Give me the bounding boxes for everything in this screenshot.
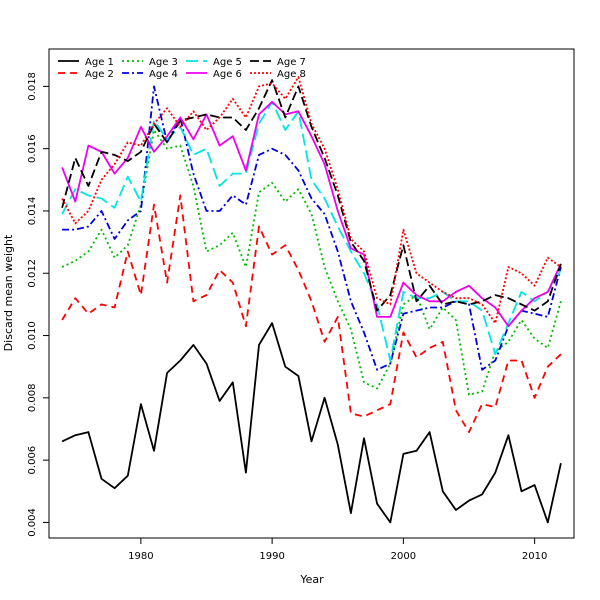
y-tick-label: 0.012 — [27, 259, 38, 288]
legend-label-age-5: Age 5 — [213, 57, 242, 68]
series-layer — [61, 76, 562, 524]
legend-label-age-3: Age 3 — [149, 57, 178, 68]
y-tick-label: 0.010 — [27, 321, 38, 350]
y-axis-label: Discard mean weight — [2, 234, 15, 351]
x-axis: 1980 1990 2000 2010 — [128, 538, 547, 562]
y-tick-label: 0.016 — [27, 134, 38, 163]
series-line-age-4 — [62, 85, 562, 371]
y-tick-label: 0.018 — [27, 72, 38, 101]
legend-label-age-6: Age 6 — [213, 69, 242, 80]
y-tick-label: 0.006 — [27, 446, 38, 475]
series-line-age-2 — [61, 194, 562, 434]
x-tick-label: 2010 — [522, 551, 547, 562]
x-tick-label: 1990 — [259, 551, 284, 562]
y-tick-label: 0.004 — [27, 508, 38, 537]
legend-label-age-2: Age 2 — [85, 69, 114, 80]
legend-label-age-1: Age 1 — [85, 57, 114, 68]
y-tick-label: 0.014 — [27, 197, 38, 226]
legend-label-age-7: Age 7 — [277, 57, 306, 68]
legend-label-age-4: Age 4 — [149, 69, 178, 80]
x-tick-label: 1980 — [128, 551, 153, 562]
series-line-age-5 — [61, 101, 562, 362]
series-line-age-6 — [61, 101, 562, 328]
y-axis: 0.004 0.006 0.008 0.010 0.012 0.014 0.016 0.018 — [27, 72, 49, 537]
x-axis-label: Year — [299, 573, 324, 586]
legend-label-age-8: Age 8 — [277, 69, 306, 80]
y-tick-label: 0.008 — [27, 384, 38, 413]
series-line-age-1 — [61, 322, 562, 524]
series-line-age-7 — [61, 79, 562, 312]
plot-frame — [48, 48, 575, 539]
series-line-age-8 — [61, 76, 562, 325]
x-tick-label: 2000 — [391, 551, 416, 562]
series-line-age-3 — [61, 129, 562, 396]
